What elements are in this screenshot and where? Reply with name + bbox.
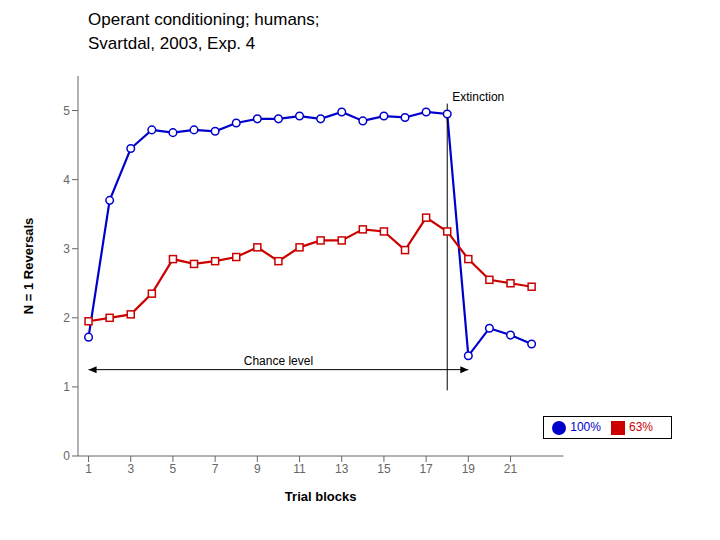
- html-text:63%: 63%: [629, 420, 653, 434]
- svg-text:1: 1: [63, 380, 70, 394]
- svg-text:5: 5: [63, 104, 70, 118]
- svg-text:Trial blocks: Trial blocks: [285, 489, 357, 504]
- html-text:Operant conditioning; humans;: Operant conditioning; humans;: [88, 10, 320, 29]
- svg-text:11: 11: [293, 462, 306, 476]
- svg-text:17: 17: [419, 462, 433, 476]
- svg-text:3: 3: [127, 462, 134, 476]
- svg-text:3: 3: [63, 242, 70, 256]
- svg-text:1: 1: [85, 462, 92, 476]
- svg-text:5: 5: [170, 462, 177, 476]
- svg-text:Chance level: Chance level: [244, 354, 313, 368]
- svg-text:19: 19: [462, 462, 476, 476]
- html-text:100%: 100%: [570, 420, 601, 434]
- svg-text:Extinction: Extinction: [452, 90, 504, 104]
- svg-text:15: 15: [377, 462, 391, 476]
- svg-text:13: 13: [335, 462, 349, 476]
- svg-text:9: 9: [254, 462, 261, 476]
- svg-text:2: 2: [63, 311, 70, 325]
- svg-text:21: 21: [504, 462, 518, 476]
- svg-text:7: 7: [212, 462, 219, 476]
- svg-text:4: 4: [63, 173, 70, 187]
- html-text:Svartdal, 2003, Exp. 4: Svartdal, 2003, Exp. 4: [88, 34, 256, 53]
- svg-text:N = 1 Reversals: N = 1 Reversals: [21, 218, 36, 314]
- svg-text:0: 0: [63, 449, 70, 463]
